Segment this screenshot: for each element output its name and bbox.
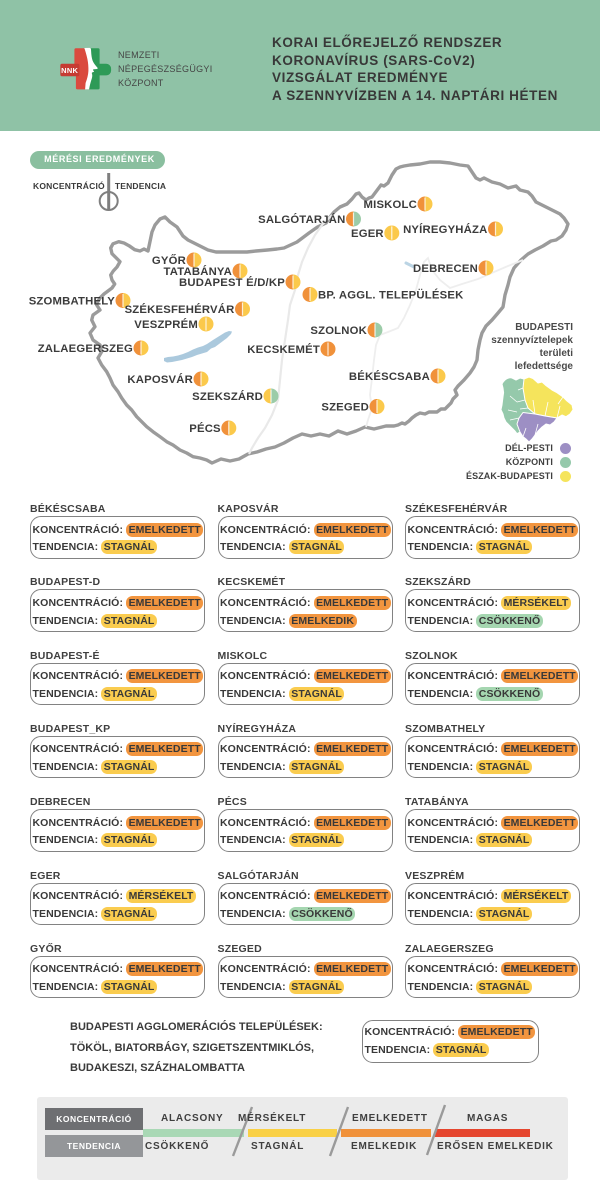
svg-text:SZÉKESFEHÉRVÁR: SZÉKESFEHÉRVÁR [125,303,235,316]
svg-text:GYŐR: GYŐR [152,254,186,267]
svg-text:VESZPRÉM: VESZPRÉM [134,318,198,331]
svg-text:DEBRECEN: DEBRECEN [413,263,478,275]
svg-text:NYÍREGYHÁZA: NYÍREGYHÁZA [403,223,487,236]
svg-text:SZEGED: SZEGED [321,402,369,414]
svg-text:SALGÓTARJÁN: SALGÓTARJÁN [258,213,345,226]
svg-text:MISKOLC: MISKOLC [364,199,418,211]
svg-text:BUDAPEST É/D/KP: BUDAPEST É/D/KP [179,276,285,289]
svg-text:KAPOSVÁR: KAPOSVÁR [127,373,193,386]
svg-text:PÉCS: PÉCS [189,422,221,435]
svg-text:EGER: EGER [351,228,384,240]
svg-text:SZOMBATHELY: SZOMBATHELY [29,296,116,308]
svg-text:SZOLNOK: SZOLNOK [310,325,367,337]
svg-text:SZEKSZÁRD: SZEKSZÁRD [192,390,263,403]
svg-text:ZALAEGERSZEG: ZALAEGERSZEG [38,343,133,355]
svg-text:NNK: NNK [61,66,78,75]
svg-text:TATABÁNYA: TATABÁNYA [163,265,232,278]
svg-text:BÉKÉSCSABA: BÉKÉSCSABA [349,370,430,383]
svg-text:BP. AGGL. TELEPÜLÉSEK: BP. AGGL. TELEPÜLÉSEK [318,289,464,302]
svg-text:KECSKEMÉT: KECSKEMÉT [247,343,320,356]
